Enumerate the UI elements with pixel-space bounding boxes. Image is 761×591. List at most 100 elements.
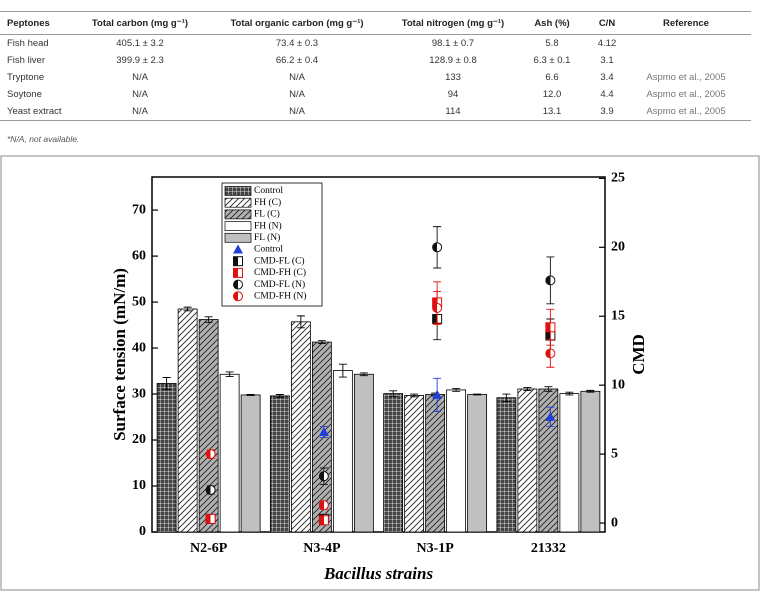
table-cell: 3.9 (593, 103, 621, 121)
table-cell: 13.1 (511, 103, 593, 121)
error-bar (296, 315, 305, 329)
legend-swatch (224, 209, 252, 220)
y-tick-label: 20 (132, 432, 146, 447)
table-cell: 4.12 (597, 38, 617, 49)
marker (432, 242, 443, 253)
bar (290, 321, 311, 533)
table-cell (621, 52, 751, 69)
y2-tick-label: 20 (611, 240, 625, 255)
bar (446, 389, 467, 533)
table-row: Yeast extract N/A N/A 114 13.1 3.9 Aspmo et al… (0, 103, 751, 121)
legend-label: FL (C) (254, 209, 280, 220)
legend-label: CMD-FH (C) (254, 267, 306, 278)
table-row: Fish liver 399.9 ± 2.3 66.2 ± 0.4 128.9 ± 0… (0, 52, 751, 69)
marker (545, 322, 556, 333)
y2-axis-label: CMD (629, 334, 648, 375)
marker (205, 484, 216, 495)
y-tick-label: 50 (132, 294, 146, 309)
bar (467, 394, 488, 533)
y2-tick-label: 10 (611, 377, 625, 392)
header-cell: Peptones (0, 11, 81, 35)
table-cell: Aspmo et al., 2005 (621, 103, 751, 121)
table-cell: 133 (445, 72, 461, 83)
table-cell: Tryptone (7, 72, 45, 83)
y-tick-label: 0 (139, 524, 146, 539)
table-body: Fish head 405.1 ± 3.2 73.4 ± 0.3 98.1 ± 0.7… (0, 35, 751, 121)
legend-swatch (224, 232, 252, 243)
bar (404, 395, 425, 533)
marker (318, 500, 329, 511)
error-bar (523, 387, 532, 391)
table-cell: N/A (132, 89, 148, 100)
header-cell: C/N (593, 11, 621, 35)
bar (177, 308, 198, 533)
marker (545, 275, 556, 286)
header-cell: Total carbon (mg g⁻¹) (81, 11, 199, 35)
error-bar (162, 377, 171, 390)
table-cell: 73.4 ± 0.3 (275, 38, 319, 49)
table-cell: 6.3 ± 0.1 (533, 55, 571, 66)
chart: 0 10 20 30 40 50 60 70 0 5 10 15 20 25 Surface tension… (0, 155, 760, 591)
bar (383, 393, 404, 533)
legend-swatch (224, 221, 252, 231)
x-tick-label: N2-6P (190, 541, 228, 556)
error-bar (389, 390, 398, 397)
table-cell: 12.0 (542, 89, 562, 100)
table-cell: N/A (81, 103, 199, 121)
bar (353, 373, 374, 533)
legend-label: Control (254, 186, 283, 196)
legend-label: CMD-FH (N) (254, 290, 307, 301)
table-cell: N/A (289, 89, 305, 100)
y-axis-label: Surface tension (mN/m) (110, 268, 129, 441)
y-tick-label: 40 (132, 340, 146, 355)
bar (240, 394, 261, 533)
error-bar (317, 340, 326, 344)
bar (198, 319, 219, 533)
error-bar (452, 388, 461, 392)
table-row: Tryptone N/A N/A 133 6.6 3.4 Aspmo et al., 200… (0, 69, 751, 86)
error-bar (275, 394, 284, 398)
bar (425, 394, 446, 533)
error-bar (544, 386, 553, 392)
error-bar (338, 363, 347, 378)
y2-tick-label: 5 (611, 446, 618, 461)
marker (432, 389, 443, 399)
peptone-table: Peptones Total carbon (mg g⁻¹) Total organ… (0, 11, 751, 121)
error-bar (502, 393, 511, 402)
table-cell: Soytone (7, 89, 42, 100)
marker (233, 256, 243, 267)
table-cell: 3.4 (600, 72, 614, 83)
x-tick-label: N3-4P (303, 541, 341, 556)
marker (233, 291, 243, 302)
marker (205, 513, 216, 524)
marker (205, 449, 216, 460)
error-bar (204, 316, 213, 323)
error-bar (183, 306, 192, 312)
marker (233, 279, 243, 290)
marker (233, 244, 243, 254)
bar (517, 388, 538, 533)
marker (318, 515, 329, 526)
table-cell: 405.1 ± 3.2 (116, 38, 164, 49)
table-cell: N/A (289, 72, 305, 83)
plot-frame (151, 176, 606, 533)
header-cell: Ash (%) (511, 11, 593, 35)
marker (318, 427, 329, 437)
y2-tick-label: 15 (611, 308, 625, 323)
marker (233, 267, 243, 278)
table-cell: 4.4 (600, 89, 614, 100)
table-cell: N/A (132, 72, 148, 83)
table-cell: 114 (395, 103, 511, 121)
table-row: Fish head 405.1 ± 3.2 73.4 ± 0.3 98.1 ± 0.7… (0, 35, 751, 53)
y2-tick-label: 25 (611, 171, 625, 186)
table-cell: Fish head (7, 38, 49, 49)
bar (332, 370, 353, 533)
bar (156, 383, 177, 533)
error-bar (565, 391, 574, 396)
bar (538, 388, 559, 533)
legend-label: CMD-FL (C) (254, 255, 305, 266)
error-bar (473, 393, 482, 396)
table-cell: Yeast extract (0, 103, 81, 121)
table-cell: Fish liver (7, 55, 46, 66)
